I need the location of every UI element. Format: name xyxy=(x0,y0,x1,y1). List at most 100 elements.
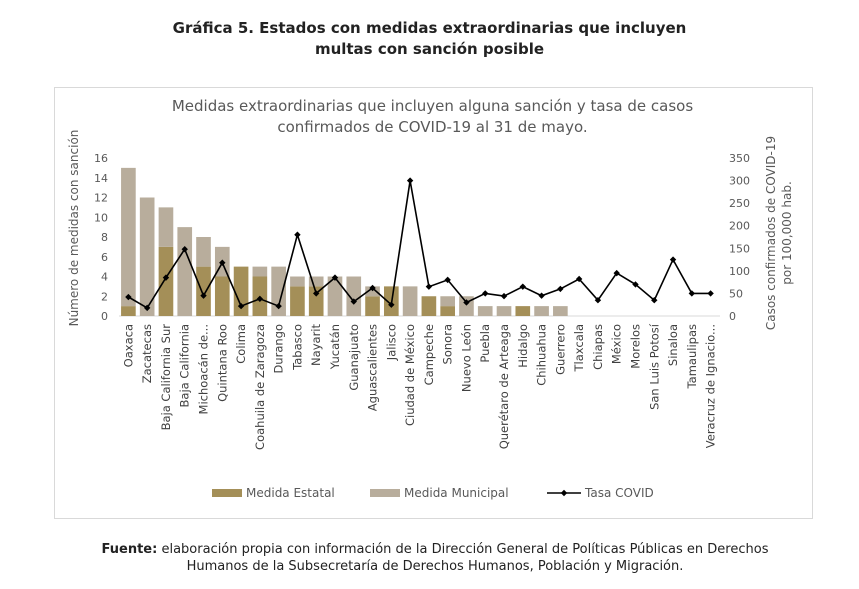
covid-point xyxy=(425,283,433,290)
covid-point xyxy=(200,292,207,299)
y-tick-label: 4 xyxy=(101,271,108,284)
x-tick-label: Jalisco xyxy=(384,324,398,361)
x-tick-label: Chiapas xyxy=(591,324,605,370)
y-tick-label: 8 xyxy=(101,231,108,244)
bar-municipal xyxy=(327,276,343,316)
covid-point xyxy=(444,276,451,284)
bar-municipal xyxy=(534,306,549,316)
covid-point xyxy=(350,298,357,305)
bar-estatal xyxy=(233,266,249,316)
y-tick-label: 6 xyxy=(101,251,108,264)
x-tick-label: Nayarit xyxy=(309,324,323,366)
bar-municipal xyxy=(496,306,512,316)
covid-point xyxy=(256,295,264,303)
x-tick-label: Coahuila de Zaragoza xyxy=(253,324,267,450)
x-tick-label: Sinaloa xyxy=(666,324,680,366)
covid-point xyxy=(331,274,339,281)
x-tick-label: Michoacán de... xyxy=(197,324,211,414)
y2-tick-label: 350 xyxy=(729,152,750,165)
x-tick-label: Guerrero xyxy=(553,324,567,375)
y-tick-label: 12 xyxy=(94,192,108,205)
source-label: Fuente: xyxy=(101,542,158,557)
covid-point xyxy=(575,275,583,283)
y2-tick-label: 300 xyxy=(729,175,750,188)
y2-tick-label: 250 xyxy=(729,197,750,210)
y-tick-label: 10 xyxy=(94,211,108,224)
covid-point xyxy=(162,274,170,281)
source-line-1: Fuente: elaboración propia con informaci… xyxy=(60,541,810,558)
source-line-2: Humanos de la Subsecretaría de Derechos … xyxy=(186,559,684,574)
legend-label-covid: Tasa COVID xyxy=(584,486,654,500)
x-tick-label: Aguascalientes xyxy=(366,324,380,411)
y2-tick-label: 200 xyxy=(729,220,750,233)
x-tick-label: México xyxy=(610,324,624,364)
bar-municipal xyxy=(196,237,211,267)
x-tick-label: Tamaulipas xyxy=(685,324,699,389)
covid-point xyxy=(500,292,508,300)
x-tick-label: Oaxaca xyxy=(121,324,135,367)
bar-municipal xyxy=(271,266,286,316)
bar-estatal xyxy=(214,276,230,316)
y-tick-label: 16 xyxy=(94,152,108,165)
bar-municipal xyxy=(121,167,136,307)
legend-swatch-estatal xyxy=(212,489,242,497)
covid-point xyxy=(538,292,545,299)
covid-point xyxy=(651,297,658,304)
covid-point xyxy=(388,301,395,308)
covid-point xyxy=(707,290,714,297)
y2-tick-label: 0 xyxy=(729,310,736,323)
covid-point xyxy=(237,302,245,310)
covid-point xyxy=(613,269,620,277)
covid-point xyxy=(669,256,677,263)
covid-point xyxy=(275,302,282,310)
bar-municipal xyxy=(139,197,155,316)
y2-tick-label: 150 xyxy=(729,242,750,255)
bar-estatal xyxy=(290,286,305,316)
bar-estatal xyxy=(158,246,174,316)
bar-municipal xyxy=(158,207,174,247)
y-tick-label: 14 xyxy=(94,172,108,185)
x-tick-label: Campeche xyxy=(422,324,436,385)
covid-point xyxy=(294,231,301,238)
chart-title-line-2: confirmados de COVID-19 al 31 de mayo. xyxy=(277,118,588,136)
bar-municipal xyxy=(553,306,568,316)
y-tick-label: 0 xyxy=(101,310,108,323)
figure-caption: Gráfica 5. Estados con medidas extraordi… xyxy=(0,18,859,60)
bar-municipal xyxy=(177,227,193,316)
covid-point xyxy=(313,290,320,297)
x-tick-label: San Luis Potosí xyxy=(647,323,661,410)
x-tick-label: Morelos xyxy=(629,324,643,369)
covid-point xyxy=(219,259,226,266)
bar-municipal xyxy=(440,296,455,307)
bar-municipal xyxy=(365,286,380,297)
x-tick-label: Baja California xyxy=(178,324,192,407)
covid-point xyxy=(406,177,414,184)
bar-estatal xyxy=(421,296,437,316)
bar-municipal xyxy=(252,266,268,277)
y2-tick-label: 50 xyxy=(729,287,743,300)
x-tick-label: Quintana Roo xyxy=(215,324,229,402)
x-tick-label: Durango xyxy=(272,324,286,374)
x-tick-label: Puebla xyxy=(478,324,492,363)
x-tick-label: Tabasco xyxy=(290,324,304,371)
x-tick-label: Guanajuato xyxy=(347,324,361,391)
bar-estatal xyxy=(308,286,324,316)
x-tick-label: Ciudad de México xyxy=(403,324,417,426)
x-tick-label: Hidalgo xyxy=(516,324,530,368)
chart-title-line-1: Medidas extraordinarias que incluyen alg… xyxy=(171,97,694,115)
legend-label-estatal: Medida Estatal xyxy=(246,486,335,500)
chart-title: Medidas extraordinarias que incluyen alg… xyxy=(54,96,811,138)
covid-point xyxy=(594,297,602,304)
covid-point xyxy=(519,283,526,290)
legend-marker-covid xyxy=(560,489,568,497)
bar-municipal xyxy=(477,306,493,316)
bar-estatal xyxy=(365,296,380,316)
source-note: Fuente: elaboración propia con informaci… xyxy=(60,541,810,575)
y2-axis-title-line-1: Casos confirmados de COVID-19 xyxy=(764,136,778,330)
bar-municipal xyxy=(346,276,362,316)
bar-estatal xyxy=(121,306,136,316)
figure-caption-line-2: multas con sanción posible xyxy=(314,40,545,58)
x-tick-label: Tlaxcala xyxy=(572,324,586,372)
x-tick-label: Nuevo León xyxy=(460,324,474,392)
y-axis-title: Número de medidas con sanción xyxy=(67,130,81,327)
